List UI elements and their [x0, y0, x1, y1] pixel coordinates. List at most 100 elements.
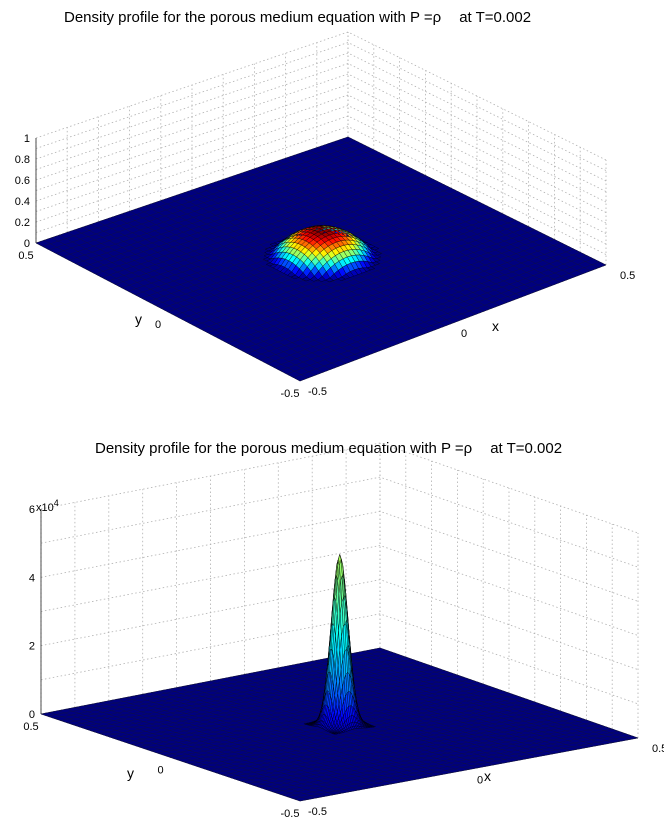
mesh-line [301, 152, 561, 283]
mesh-line [254, 168, 515, 300]
mesh-line [285, 158, 545, 289]
mesh-line [362, 651, 622, 742]
mesh-line [121, 178, 432, 289]
z-tick-label: 0 [24, 238, 30, 250]
mesh-line [86, 663, 426, 730]
mesh-line [235, 675, 495, 765]
mesh-line [73, 659, 413, 726]
mesh-line [105, 670, 445, 736]
mesh-line [128, 181, 439, 292]
mesh-line [261, 670, 520, 761]
mesh-line [316, 147, 576, 277]
mesh-line [308, 150, 568, 280]
z-tick-label: 1 [24, 133, 30, 145]
surface-patch [371, 726, 377, 728]
mesh-line [252, 672, 512, 762]
mesh-line [40, 647, 381, 715]
mesh-line [293, 155, 553, 286]
surface-patch [370, 246, 380, 251]
z-tick-label: 0.4 [15, 196, 30, 208]
y-tick-label: 0 [157, 765, 163, 777]
mesh-line [346, 654, 605, 745]
mesh-line [312, 661, 571, 751]
mesh-line [115, 175, 426, 285]
mesh-line [246, 171, 507, 303]
mesh-line [88, 162, 400, 271]
mesh-line [144, 683, 484, 749]
z-tick-label: 0.6 [15, 175, 30, 187]
chart-title-top: Density profile for the porous medium eq… [64, 9, 531, 26]
mesh-line [138, 681, 477, 747]
mesh-line [269, 669, 529, 759]
x-tick-label: 0.5 [652, 743, 664, 755]
x-axis-label: x [492, 318, 499, 334]
mesh-line [101, 168, 413, 278]
mesh-line [112, 672, 451, 739]
mesh-line [354, 652, 613, 743]
y-tick-label: 0 [155, 319, 161, 331]
mesh-line [332, 142, 591, 271]
mesh-line [118, 674, 458, 741]
surface-plot-top: Density profile for the porous medium eq… [15, 9, 636, 400]
mesh-line [55, 146, 368, 254]
surface-patch [371, 261, 381, 266]
mesh-line [337, 656, 596, 747]
mesh-line [68, 152, 381, 261]
mesh-line [340, 139, 599, 269]
mesh-line [92, 665, 432, 732]
mesh-line [95, 165, 407, 275]
grid-line [40, 510, 639, 602]
grid-line [40, 545, 639, 636]
mesh-line [35, 136, 349, 244]
mesh-line [269, 163, 530, 295]
z-tick-label: 0.2 [15, 217, 30, 229]
mesh-line [82, 159, 394, 268]
mesh-line [371, 649, 630, 740]
mesh-line [324, 144, 584, 274]
mesh-line [75, 156, 387, 264]
z-tick-label: 2 [29, 641, 35, 653]
z-exponent-label: x104 [36, 498, 59, 514]
mesh-line [244, 674, 503, 764]
z-tick-label: 4 [29, 572, 35, 584]
mesh-line [99, 668, 439, 734]
z-tick-label: 0 [29, 709, 35, 721]
grid-line [35, 31, 607, 161]
mesh-line [131, 679, 471, 745]
mesh-line [108, 172, 420, 282]
mesh-line [277, 160, 538, 292]
surface-plot-bottom: Density profile for the porous medium eq… [23, 440, 664, 820]
y-axis-label: y [127, 765, 134, 781]
z-tick-label: 0.8 [15, 154, 30, 166]
chart-bottom: Density profile for the porous medium eq… [0, 412, 664, 824]
x-tick-label: -0.5 [308, 806, 327, 818]
y-tick-label: -0.5 [281, 388, 300, 400]
x-tick-label: -0.5 [308, 386, 327, 398]
mesh-line [320, 659, 579, 750]
mesh-line [347, 136, 607, 266]
mesh-line [278, 667, 537, 758]
surface-patch [373, 251, 382, 256]
mesh-line [42, 140, 355, 247]
chart-title-bottom: Density profile for the porous medium eq… [95, 440, 562, 457]
grid-line [40, 613, 639, 705]
y-tick-label: 0.5 [23, 721, 38, 733]
grid-line [40, 579, 639, 671]
mesh-line [379, 647, 639, 739]
x-tick-label: 0.5 [620, 270, 635, 282]
y-tick-label: -0.5 [281, 808, 300, 820]
x-axis-label: x [484, 768, 491, 784]
mesh-line [262, 165, 522, 298]
x-tick-label: 0 [461, 328, 467, 340]
y-tick-label: 0.5 [18, 250, 33, 262]
grid-line [40, 442, 639, 534]
mesh-line [62, 149, 374, 257]
x-tick-label: 0 [477, 775, 483, 787]
mesh-line [329, 657, 588, 748]
mesh-line [49, 143, 361, 251]
chart-top: Density profile for the porous medium eq… [15, 9, 636, 400]
grid-line [40, 476, 639, 568]
mesh-line [79, 661, 419, 728]
z-tick-label: 6 [29, 504, 35, 516]
y-axis-label: y [135, 311, 142, 327]
